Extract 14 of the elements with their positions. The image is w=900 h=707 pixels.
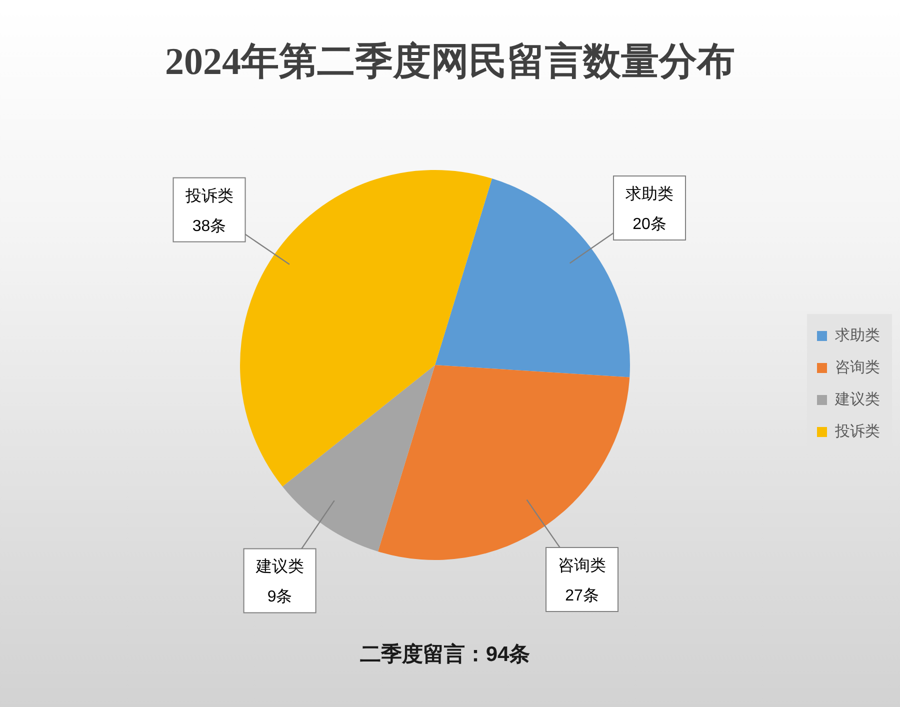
legend-label: 求助类 bbox=[835, 326, 880, 345]
text: 二季度留言：94条 bbox=[358, 642, 532, 668]
slice-label: 建议类 bbox=[254, 558, 304, 576]
chart-title: 2024年第二季度网民留言数量分布 bbox=[164, 40, 736, 85]
legend-label: 投诉类 bbox=[835, 422, 880, 441]
data-label: 38条 bbox=[192, 218, 226, 235]
legend-label: 咨询类 bbox=[835, 358, 880, 377]
slice-label: 投诉类 bbox=[184, 186, 234, 205]
data-label: 9条 bbox=[267, 588, 292, 606]
slice-label: 求助类 bbox=[626, 184, 674, 203]
legend-label: 建议类 bbox=[835, 390, 880, 409]
data-label: 20条 bbox=[632, 216, 666, 233]
data-label: 27条 bbox=[565, 588, 599, 605]
slice-label: 咨询类 bbox=[558, 556, 606, 575]
